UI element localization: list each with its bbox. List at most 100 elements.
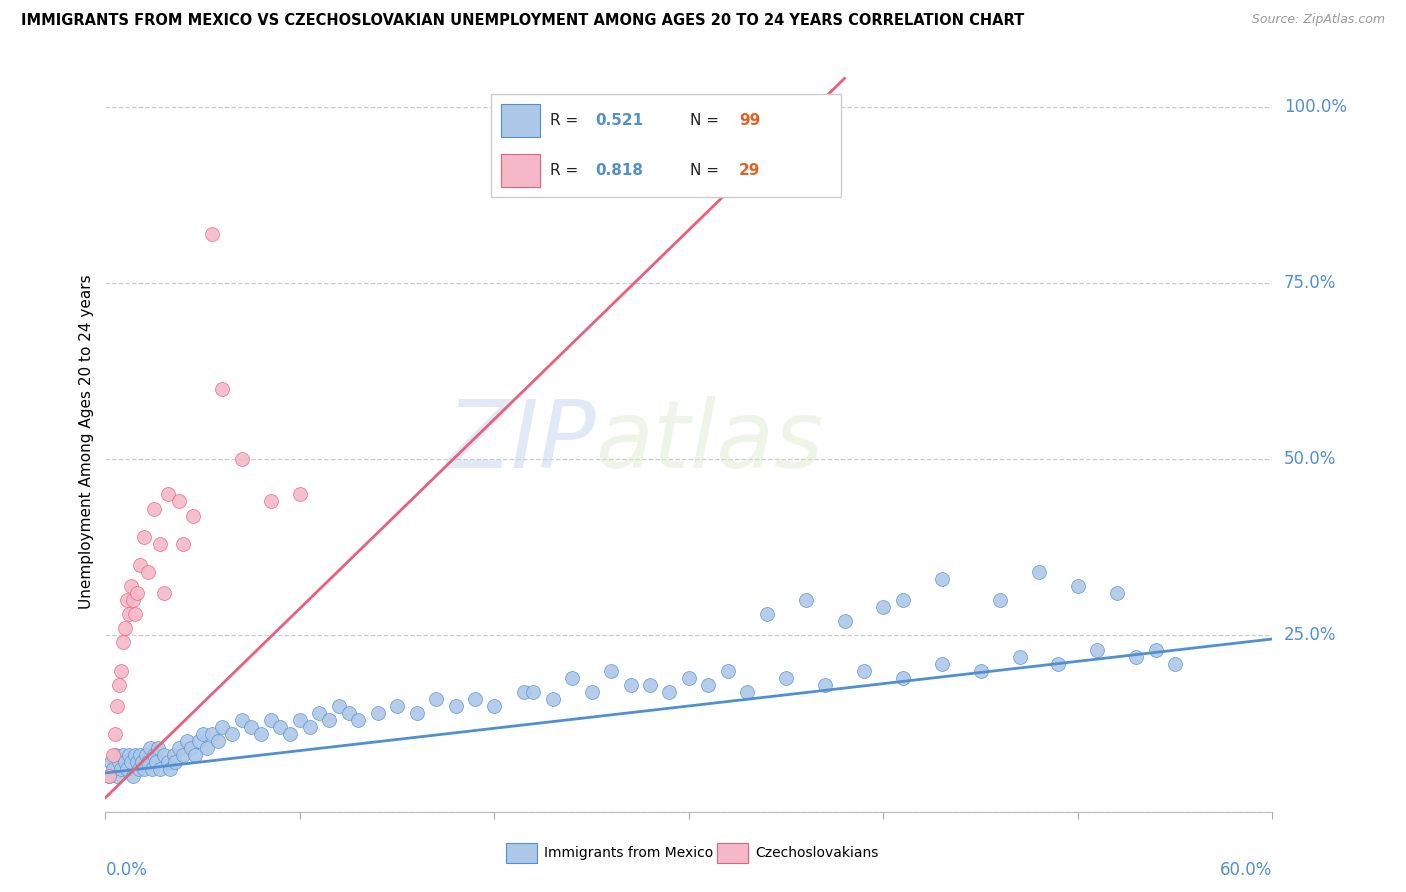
- Point: [121, 593, 143, 607]
- Point: [118, 607, 141, 622]
- Point: [755, 607, 778, 622]
- Point: [120, 756, 142, 770]
- Point: [143, 748, 166, 763]
- Point: [231, 713, 253, 727]
- Point: [149, 763, 172, 777]
- Point: [638, 678, 661, 692]
- Point: [156, 756, 179, 770]
- Text: 75.0%: 75.0%: [1284, 274, 1337, 292]
- Point: [619, 678, 641, 692]
- Point: [318, 713, 340, 727]
- Point: [794, 593, 817, 607]
- Point: [125, 586, 148, 600]
- Point: [195, 741, 218, 756]
- Text: atlas: atlas: [596, 396, 824, 487]
- Point: [581, 685, 603, 699]
- Point: [176, 734, 198, 748]
- Point: [278, 727, 301, 741]
- Point: [484, 698, 506, 713]
- Point: [988, 593, 1011, 607]
- Point: [697, 678, 720, 692]
- Point: [104, 727, 127, 741]
- Point: [114, 621, 136, 635]
- Point: [172, 537, 194, 551]
- Point: [141, 763, 163, 777]
- Text: 60.0%: 60.0%: [1220, 861, 1272, 880]
- Point: [103, 748, 125, 763]
- Point: [658, 685, 681, 699]
- Point: [231, 452, 253, 467]
- Point: [201, 727, 224, 741]
- Point: [115, 763, 138, 777]
- Point: [184, 748, 207, 763]
- Point: [541, 692, 564, 706]
- Point: [143, 501, 166, 516]
- Point: [187, 734, 209, 748]
- Point: [162, 748, 184, 763]
- Point: [136, 565, 159, 579]
- Point: [135, 748, 157, 763]
- Point: [129, 748, 152, 763]
- Text: ZIP: ZIP: [446, 396, 596, 487]
- Point: [134, 530, 156, 544]
- Point: [464, 692, 486, 706]
- Point: [221, 727, 243, 741]
- Point: [152, 586, 174, 600]
- Point: [775, 671, 797, 685]
- Point: [156, 487, 179, 501]
- Text: Czechoslovakians: Czechoslovakians: [755, 846, 879, 860]
- Point: [385, 698, 408, 713]
- Point: [146, 741, 169, 756]
- Text: Source: ZipAtlas.com: Source: ZipAtlas.com: [1251, 13, 1385, 27]
- Point: [970, 664, 993, 678]
- Point: [131, 756, 153, 770]
- Point: [125, 756, 148, 770]
- Point: [105, 769, 128, 783]
- Point: [931, 657, 953, 671]
- Point: [1008, 649, 1031, 664]
- Point: [298, 720, 321, 734]
- Point: [1105, 586, 1128, 600]
- Point: [104, 748, 127, 763]
- Point: [121, 769, 143, 783]
- Point: [1067, 579, 1090, 593]
- Point: [852, 664, 875, 678]
- Point: [211, 720, 233, 734]
- Point: [1028, 565, 1050, 579]
- Point: [172, 748, 194, 763]
- Point: [1144, 642, 1167, 657]
- Point: [152, 748, 174, 763]
- Point: [149, 537, 172, 551]
- Point: [98, 769, 121, 783]
- Point: [250, 727, 273, 741]
- Point: [347, 713, 370, 727]
- Point: [145, 756, 167, 770]
- Point: [124, 748, 146, 763]
- Point: [269, 720, 292, 734]
- Point: [165, 756, 187, 770]
- Text: 25.0%: 25.0%: [1284, 626, 1337, 644]
- Text: 100.0%: 100.0%: [1284, 97, 1347, 116]
- Point: [111, 635, 134, 649]
- Point: [181, 508, 204, 523]
- Point: [108, 678, 131, 692]
- Point: [136, 756, 159, 770]
- Point: [169, 741, 191, 756]
- Point: [124, 607, 146, 622]
- Text: 50.0%: 50.0%: [1284, 450, 1337, 468]
- Point: [118, 748, 141, 763]
- Point: [891, 671, 914, 685]
- Point: [367, 706, 389, 720]
- Point: [108, 756, 131, 770]
- Point: [201, 227, 224, 241]
- Point: [98, 769, 121, 783]
- Point: [834, 615, 856, 629]
- Point: [169, 494, 191, 508]
- Point: [1164, 657, 1187, 671]
- Point: [120, 579, 142, 593]
- Point: [114, 756, 136, 770]
- Point: [308, 706, 330, 720]
- Point: [1125, 649, 1147, 664]
- Point: [110, 664, 132, 678]
- Point: [328, 698, 350, 713]
